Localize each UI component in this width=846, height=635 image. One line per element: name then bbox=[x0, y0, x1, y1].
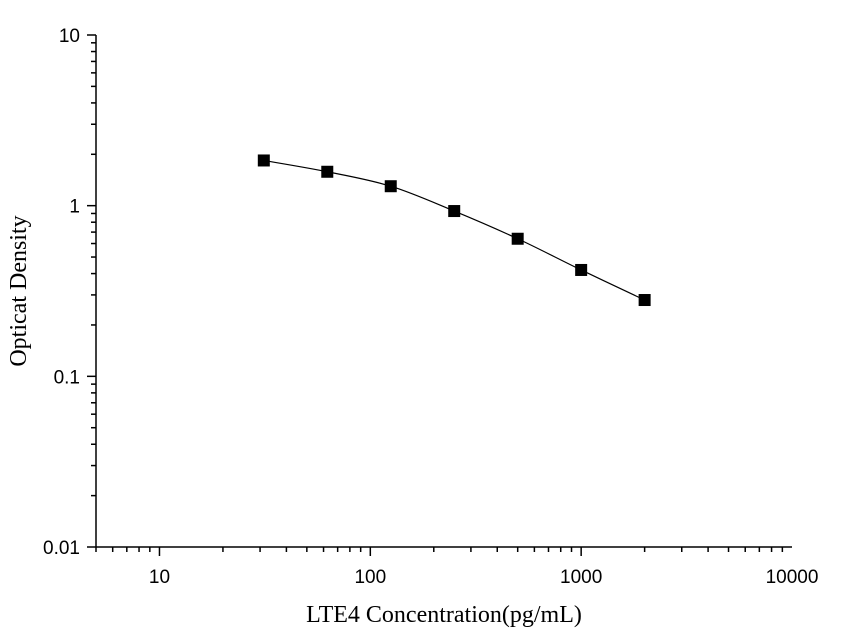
y-tick-label: 1 bbox=[69, 197, 80, 218]
data-point bbox=[384, 180, 397, 193]
fit-curve bbox=[263, 159, 645, 301]
x-tick-label: 100 bbox=[354, 567, 386, 588]
data-point bbox=[575, 263, 588, 276]
tick-labels: 10 100 1000 10000 0.01 0.1 1 10 bbox=[43, 26, 818, 588]
data-point bbox=[257, 154, 270, 167]
y-axis-title: Opticat Density bbox=[6, 215, 32, 366]
series-layer bbox=[257, 154, 651, 307]
data-point bbox=[638, 294, 651, 307]
x-tick-label: 1000 bbox=[560, 567, 602, 588]
axes bbox=[95, 35, 792, 548]
data-point bbox=[321, 165, 334, 178]
y-tick-label: 0.01 bbox=[43, 538, 80, 559]
ticks bbox=[87, 34, 784, 556]
x-tick-label: 10 bbox=[149, 567, 170, 588]
y-tick-label: 0.1 bbox=[54, 367, 80, 388]
x-tick-label: 10000 bbox=[766, 567, 819, 588]
y-tick-label: 10 bbox=[59, 26, 80, 47]
x-axis-title: LTE4 Concentration(pg/mL) bbox=[306, 602, 582, 628]
data-point bbox=[511, 232, 524, 245]
data-point bbox=[448, 205, 461, 218]
